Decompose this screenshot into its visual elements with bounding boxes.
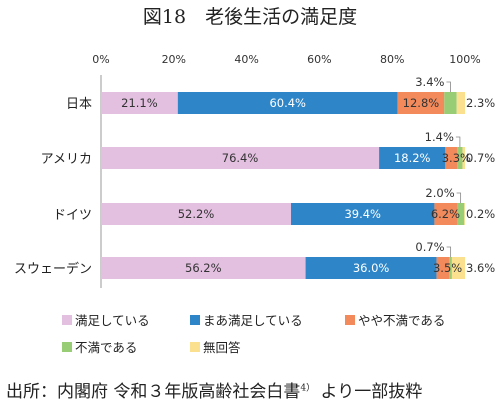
data-label: 1.4%	[425, 130, 454, 144]
data-label: 18.2%	[394, 151, 431, 165]
data-label: 3.6%	[466, 261, 495, 275]
legend-label: まあ満足している	[203, 313, 303, 328]
bar-segment	[456, 203, 465, 225]
data-label: 6.2%	[431, 207, 460, 221]
data-label: 0.7%	[466, 151, 495, 165]
data-label: 60.4%	[269, 96, 306, 110]
stacked-bar-chart: 0% 20% 40% 60% 80% 100% 日本 21.1% 60.4% 12.8% 3.4% 2…	[14, 53, 495, 355]
bar-segment	[101, 203, 292, 225]
bar-segment	[379, 147, 446, 169]
x-tick-label: 20%	[162, 53, 186, 66]
x-tick-label: 60%	[307, 53, 331, 66]
x-tick-label: 40%	[234, 53, 258, 66]
legend-label: 満足している	[75, 313, 150, 328]
data-label: 2.3%	[466, 96, 495, 110]
data-label: 3.4%	[415, 75, 444, 89]
leader-line	[455, 136, 461, 147]
data-label: 56.2%	[185, 261, 222, 275]
data-label: 39.4%	[344, 207, 381, 221]
bar-segment	[451, 257, 465, 279]
x-tick-label: 100%	[449, 53, 480, 66]
category-label: ドイツ	[53, 208, 92, 223]
leader-line	[446, 81, 451, 92]
data-label: 36.0%	[353, 261, 390, 275]
legend-swatch	[190, 315, 200, 325]
leader-line	[446, 246, 452, 257]
legend-swatch	[345, 315, 355, 325]
bar-segment	[462, 147, 465, 169]
legend-label: 無回答	[203, 340, 241, 355]
bar-segment	[457, 147, 463, 169]
x-tick-label: 80%	[380, 53, 404, 66]
bar-segment	[177, 92, 398, 114]
category-label: 日本	[66, 97, 92, 112]
data-label: 3.5%	[433, 261, 462, 275]
legend-swatch	[62, 342, 72, 352]
data-label: 0.2%	[466, 207, 495, 221]
bar-segment	[101, 147, 380, 169]
source-suffix: より一部抜粋	[315, 382, 423, 402]
data-label: 52.2%	[178, 207, 215, 221]
bar-segment	[101, 257, 306, 279]
bar-segment	[445, 147, 458, 169]
chart-title: 図18 老後生活の満足度	[142, 6, 358, 28]
bar-segment	[449, 257, 452, 279]
source-text: 出所：内閣府 令和３年版高齢社会白書	[6, 382, 301, 402]
category-label: アメリカ	[41, 152, 92, 167]
data-label: 3.3%	[442, 151, 471, 165]
data-label: 21.1%	[121, 96, 158, 110]
bar-segment	[456, 92, 465, 114]
bar-segment	[291, 203, 435, 225]
source-footnote: 4）	[300, 383, 316, 394]
bar-segment	[464, 203, 465, 225]
data-label: 12.8%	[403, 96, 440, 110]
x-tick-label: 0%	[92, 53, 109, 66]
bar-segment	[436, 257, 450, 279]
data-label: 2.0%	[425, 186, 454, 200]
bar-segment	[434, 203, 457, 225]
legend-swatch	[190, 342, 200, 352]
legend-label: やや不満である	[358, 313, 445, 328]
legend-label: 不満である	[75, 340, 137, 355]
bar-segment	[397, 92, 445, 114]
leader-line	[456, 192, 462, 203]
source-note: 出所：内閣府 令和３年版高齢社会白書4） より一部抜粋	[6, 377, 422, 402]
data-label: 0.7%	[415, 240, 444, 254]
legend-swatch	[62, 315, 72, 325]
bar-segment	[305, 257, 437, 279]
category-label: スウェーデン	[14, 261, 92, 277]
bar-segment	[444, 92, 457, 114]
data-label: 76.4%	[222, 151, 259, 165]
bar-segment	[101, 92, 178, 114]
